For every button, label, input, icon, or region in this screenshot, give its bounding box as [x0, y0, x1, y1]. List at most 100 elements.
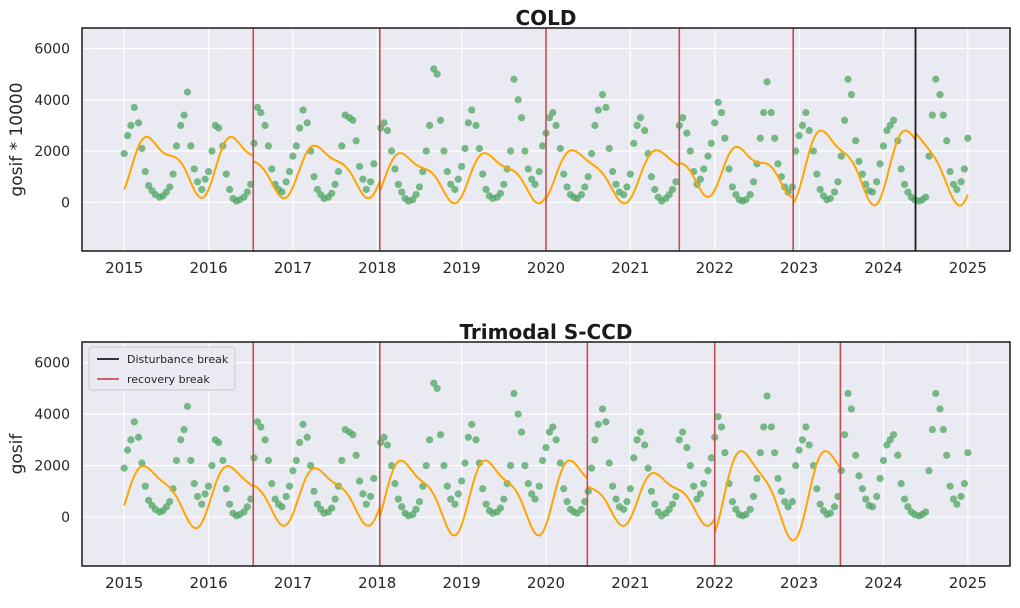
observation-point [193, 178, 202, 186]
observation-point [383, 126, 391, 135]
observation-point [190, 165, 198, 173]
observation-point [960, 165, 969, 173]
observation-point [430, 65, 438, 73]
observation-point [844, 75, 852, 83]
observation-point [436, 431, 445, 439]
observation-point [123, 446, 132, 454]
observation-point [331, 495, 339, 503]
observation-point [552, 121, 560, 130]
observation-point [201, 490, 209, 498]
observation-point [813, 485, 821, 493]
observation-point [461, 459, 469, 467]
observation-point [310, 173, 318, 181]
observation-point [591, 121, 599, 130]
observation-point [240, 193, 248, 201]
observation-point [208, 461, 216, 470]
observation-point [257, 108, 265, 117]
observation-point [120, 149, 128, 158]
observation-point [602, 103, 610, 112]
observation-point [219, 456, 227, 465]
observation-point [531, 495, 539, 503]
observation-point [900, 495, 909, 503]
observation-point [482, 185, 490, 194]
observation-point [349, 116, 357, 124]
observation-point [728, 183, 737, 191]
observation-point [183, 88, 192, 96]
observation-point [475, 459, 483, 467]
observation-point [296, 438, 304, 447]
observation-point [183, 402, 192, 410]
observation-point [145, 496, 153, 504]
legend: Disturbance break recovery break [88, 346, 236, 391]
observation-point [665, 191, 673, 199]
observation-point [953, 500, 961, 508]
observation-point [957, 178, 965, 186]
observation-point [668, 185, 677, 194]
observation-point [187, 142, 195, 150]
observation-point [472, 121, 480, 130]
observation-point [577, 505, 586, 513]
x-tick-label: 2025 [949, 259, 987, 277]
observation-point [883, 441, 891, 449]
observation-point [675, 436, 683, 444]
fit-curve-segment [123, 135, 254, 199]
y-tick-label: 4000 [34, 407, 70, 423]
x-tick-label: 2016 [189, 574, 227, 592]
observation-point [355, 162, 364, 171]
observation-point [605, 459, 613, 467]
observation-point [756, 449, 764, 457]
observation-point [717, 423, 726, 431]
observation-point [539, 456, 547, 465]
observation-point [949, 180, 958, 188]
observation-point [641, 441, 649, 449]
observation-point [352, 137, 360, 145]
observation-point [647, 173, 656, 181]
observation-point [928, 111, 936, 119]
x-tick-label: 2021 [611, 574, 649, 592]
observation-point [409, 196, 417, 204]
observation-point [461, 144, 469, 153]
observation-point [612, 495, 620, 503]
x-tick-label: 2021 [611, 259, 649, 277]
observation-point [464, 119, 472, 127]
observation-point [451, 500, 459, 508]
observation-point [208, 147, 216, 155]
observation-point [746, 505, 754, 513]
observation-point [289, 152, 297, 160]
observation-point [647, 487, 656, 495]
observation-point [742, 196, 750, 204]
observation-point [717, 108, 726, 117]
observation-point [282, 178, 290, 186]
observation-point [289, 467, 297, 475]
observation-point [760, 423, 768, 431]
observation-point [130, 418, 138, 426]
observation-point [313, 185, 321, 194]
observation-point [264, 456, 273, 465]
observation-point [788, 498, 796, 506]
observation-point [138, 459, 146, 467]
observation-point [633, 121, 641, 130]
observation-point [704, 467, 712, 475]
observation-point [964, 449, 972, 457]
x-tick-label: 2023 [780, 574, 818, 592]
x-tick-label: 2024 [864, 259, 902, 277]
observation-point [943, 451, 951, 459]
observation-point [813, 170, 821, 178]
observation-point [742, 510, 750, 519]
observation-point [134, 119, 143, 127]
observation-point [721, 449, 729, 457]
observation-point [756, 134, 764, 142]
fit-curve-segment [252, 467, 381, 527]
observation-point [894, 451, 902, 459]
observation-point [180, 425, 188, 434]
observation-point [609, 482, 617, 490]
observation-point [433, 384, 441, 392]
observation-point [932, 389, 940, 398]
observation-point [472, 436, 480, 444]
observation-point [510, 75, 518, 83]
observation-point [834, 178, 842, 186]
observation-point [636, 114, 645, 122]
observation-point [837, 152, 845, 160]
observation-point [412, 505, 420, 513]
